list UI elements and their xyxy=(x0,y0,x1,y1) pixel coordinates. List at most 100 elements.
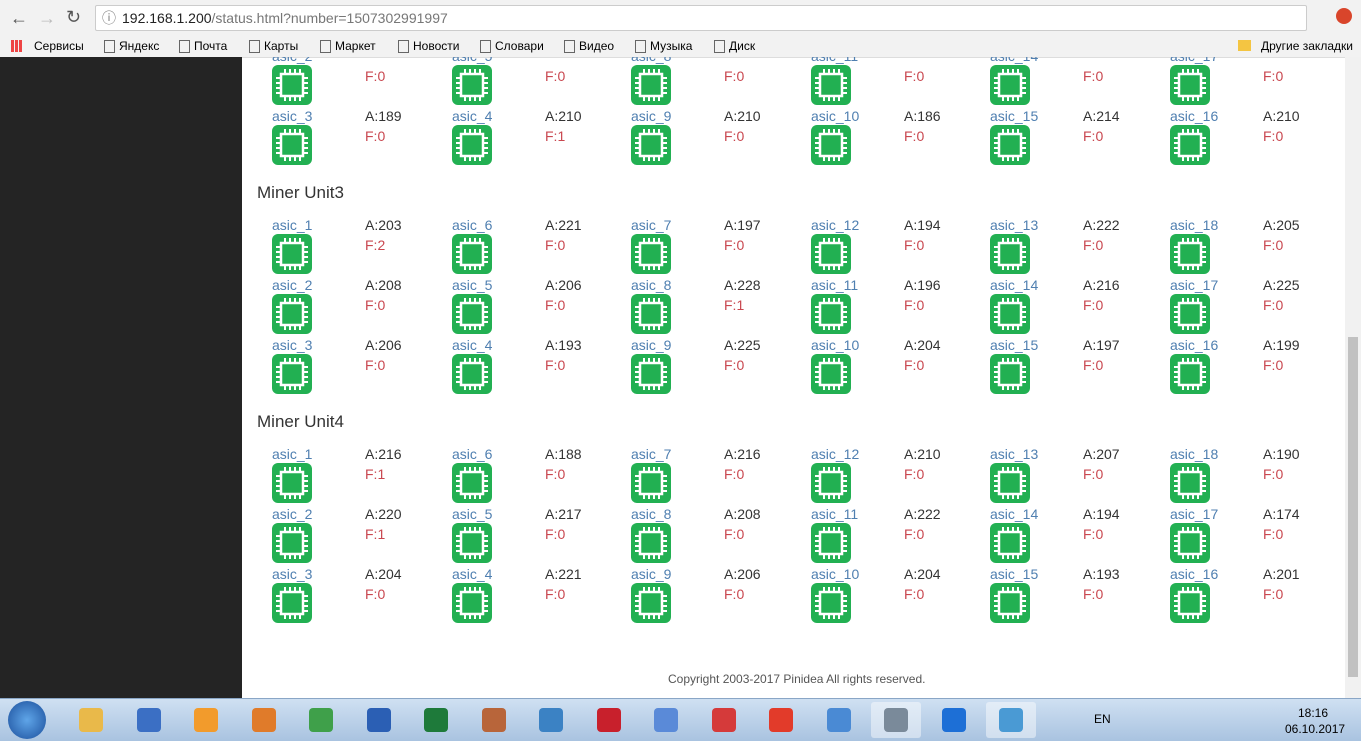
asic-name[interactable]: asic_5 xyxy=(452,506,493,522)
chip-icon[interactable] xyxy=(1170,583,1210,623)
taskbar-app[interactable] xyxy=(181,702,231,738)
asic-name[interactable]: asic_10 xyxy=(811,337,860,353)
taskbar-app[interactable] xyxy=(66,702,116,738)
reload-button[interactable]: ↻ xyxy=(66,7,82,27)
chip-icon[interactable] xyxy=(631,234,671,274)
asic-name[interactable]: asic_17 xyxy=(1170,57,1218,64)
chip-icon[interactable] xyxy=(1170,523,1210,563)
chip-icon[interactable] xyxy=(631,463,671,503)
asic-name[interactable]: asic_3 xyxy=(272,108,313,124)
chip-icon[interactable] xyxy=(990,354,1030,394)
chip-icon[interactable] xyxy=(272,294,312,334)
chip-icon[interactable] xyxy=(1170,463,1210,503)
asic-name[interactable]: asic_12 xyxy=(811,217,860,233)
asic-name[interactable]: asic_9 xyxy=(631,108,672,124)
chip-icon[interactable] xyxy=(1170,125,1210,165)
chip-icon[interactable] xyxy=(1170,234,1210,274)
bookmark[interactable]: Маркет xyxy=(335,39,376,53)
chip-icon[interactable] xyxy=(990,125,1030,165)
asic-name[interactable]: asic_12 xyxy=(811,446,860,462)
asic-name[interactable]: asic_11 xyxy=(811,277,859,293)
chip-icon[interactable] xyxy=(631,354,671,394)
chip-icon[interactable] xyxy=(811,234,851,274)
taskbar-app[interactable] xyxy=(871,702,921,738)
asic-name[interactable]: asic_4 xyxy=(452,337,493,353)
forward-button[interactable]: → xyxy=(38,8,56,28)
asic-name[interactable]: asic_9 xyxy=(631,566,672,582)
taskbar-app[interactable] xyxy=(469,702,519,738)
chip-icon[interactable] xyxy=(1170,354,1210,394)
chip-icon[interactable] xyxy=(452,463,492,503)
chip-icon[interactable] xyxy=(452,294,492,334)
taskbar-app[interactable] xyxy=(756,702,806,738)
asic-name[interactable]: asic_8 xyxy=(631,57,671,64)
asic-name[interactable]: asic_16 xyxy=(1170,108,1219,124)
chip-icon[interactable] xyxy=(811,354,851,394)
chip-icon[interactable] xyxy=(811,125,851,165)
update-icon[interactable] xyxy=(1336,8,1352,24)
asic-name[interactable]: asic_15 xyxy=(990,566,1039,582)
back-button[interactable]: ← xyxy=(10,8,28,28)
taskbar-app[interactable] xyxy=(641,702,691,738)
taskbar-app[interactable] xyxy=(526,702,576,738)
bookmark[interactable]: Музыка xyxy=(650,39,693,53)
asic-name[interactable]: asic_7 xyxy=(631,217,672,233)
chip-icon[interactable] xyxy=(452,125,492,165)
chip-icon[interactable] xyxy=(811,463,851,503)
asic-name[interactable]: asic_4 xyxy=(452,108,493,124)
asic-name[interactable]: asic_8 xyxy=(631,506,672,522)
scrollbar[interactable] xyxy=(1345,57,1361,698)
chip-icon[interactable] xyxy=(272,463,312,503)
taskbar-app[interactable] xyxy=(239,702,289,738)
asic-name[interactable]: asic_15 xyxy=(990,108,1039,124)
chip-icon[interactable] xyxy=(452,523,492,563)
language[interactable]: EN xyxy=(1094,712,1111,726)
chip-icon[interactable] xyxy=(990,523,1030,563)
chip-icon[interactable] xyxy=(811,294,851,334)
chip-icon[interactable] xyxy=(631,294,671,334)
asic-name[interactable]: asic_1 xyxy=(272,217,313,233)
chip-icon[interactable] xyxy=(811,65,851,105)
chip-icon[interactable] xyxy=(272,125,312,165)
asic-name[interactable]: asic_16 xyxy=(1170,566,1219,582)
chip-icon[interactable] xyxy=(990,583,1030,623)
chip-icon[interactable] xyxy=(631,125,671,165)
asic-name[interactable]: asic_14 xyxy=(990,57,1038,64)
asic-name[interactable]: asic_13 xyxy=(990,217,1039,233)
chip-icon[interactable] xyxy=(990,294,1030,334)
chip-icon[interactable] xyxy=(452,65,492,105)
asic-name[interactable]: asic_2 xyxy=(272,57,312,64)
asic-name[interactable]: asic_10 xyxy=(811,108,860,124)
asic-name[interactable]: asic_4 xyxy=(452,566,493,582)
taskbar-app[interactable] xyxy=(814,702,864,738)
clock-time[interactable]: 18:16 xyxy=(1298,706,1329,720)
chip-icon[interactable] xyxy=(631,65,671,105)
bookmark[interactable]: Сервисы xyxy=(34,39,84,53)
asic-name[interactable]: asic_11 xyxy=(811,506,859,522)
asic-name[interactable]: asic_5 xyxy=(452,57,492,64)
chip-icon[interactable] xyxy=(811,583,851,623)
chip-icon[interactable] xyxy=(631,523,671,563)
chip-icon[interactable] xyxy=(272,234,312,274)
chip-icon[interactable] xyxy=(990,65,1030,105)
asic-name[interactable]: asic_13 xyxy=(990,446,1039,462)
taskbar-app[interactable] xyxy=(986,702,1036,738)
asic-name[interactable]: asic_17 xyxy=(1170,506,1219,522)
asic-name[interactable]: asic_3 xyxy=(272,566,313,582)
chip-icon[interactable] xyxy=(452,583,492,623)
address-bar[interactable]: ⓘ 192.168.1.200/status.html?number=150730… xyxy=(95,5,1307,31)
bookmark[interactable]: Карты xyxy=(264,39,299,53)
clock-date[interactable]: 06.10.2017 xyxy=(1285,722,1346,736)
asic-name[interactable]: asic_17 xyxy=(1170,277,1219,293)
chip-icon[interactable] xyxy=(452,234,492,274)
asic-name[interactable]: asic_8 xyxy=(631,277,672,293)
scroll-thumb[interactable] xyxy=(1348,337,1358,677)
asic-name[interactable]: asic_3 xyxy=(272,337,313,353)
bookmark[interactable]: Видео xyxy=(579,39,615,53)
chip-icon[interactable] xyxy=(272,354,312,394)
asic-name[interactable]: asic_5 xyxy=(452,277,493,293)
chip-icon[interactable] xyxy=(631,583,671,623)
bookmark[interactable]: Словари xyxy=(495,39,544,53)
asic-name[interactable]: asic_6 xyxy=(452,217,493,233)
asic-name[interactable]: asic_9 xyxy=(631,337,672,353)
